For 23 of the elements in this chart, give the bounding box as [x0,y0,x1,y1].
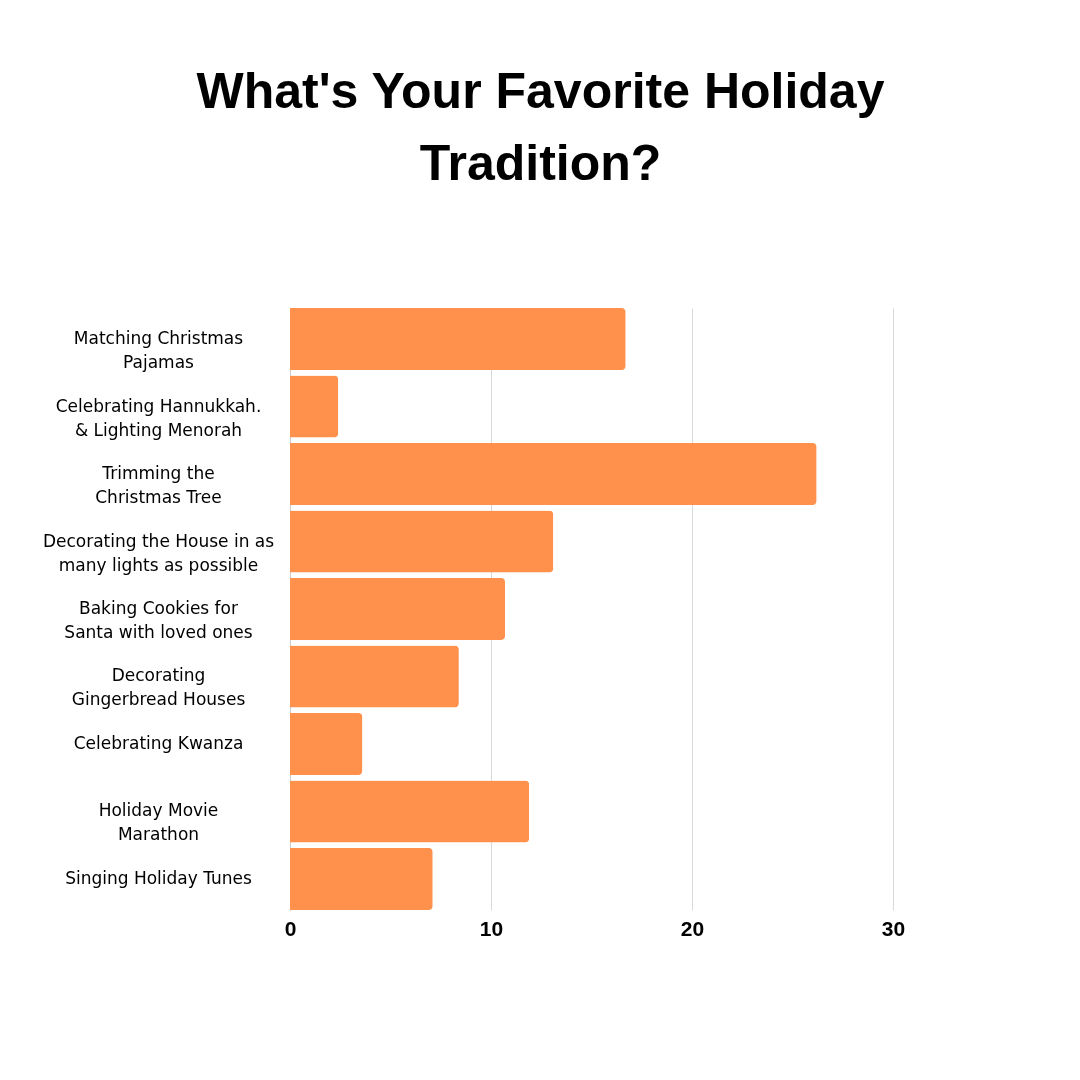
y-tick-label: Singing Holiday Tunes [65,867,253,888]
y-tick-label: Celebrating Hannukkah. & Lighting Menorah [55,395,262,440]
y-tick-label: Matching Christmas Pajamas [73,328,244,373]
bar [290,308,626,371]
bar [290,375,339,438]
x-tick-label: 10 [479,916,504,940]
chart-title: What's Your Favorite Holiday Tradition? [196,63,885,191]
bar [290,577,506,641]
bar [290,712,363,776]
bar [290,780,530,843]
x-tick-label: 30 [881,916,906,940]
bar [290,510,554,573]
y-tick-label: Decorating Gingerbread Houses [71,665,246,710]
x-tick-label: 20 [680,916,705,940]
x-tick-label: 0 [284,916,297,940]
bar [290,442,817,506]
bar [290,645,459,708]
y-tick-label: Holiday Movie Marathon [98,800,219,845]
y-tick-label: Celebrating Kwanza [73,732,244,753]
y-tick-label: Baking Cookies for Santa with loved ones [64,598,253,642]
y-tick-label: Decorating the House in as many lights as possible [42,530,275,575]
y-tick-label: Trimming the Christmas Tree [95,463,222,508]
bar [290,847,433,910]
